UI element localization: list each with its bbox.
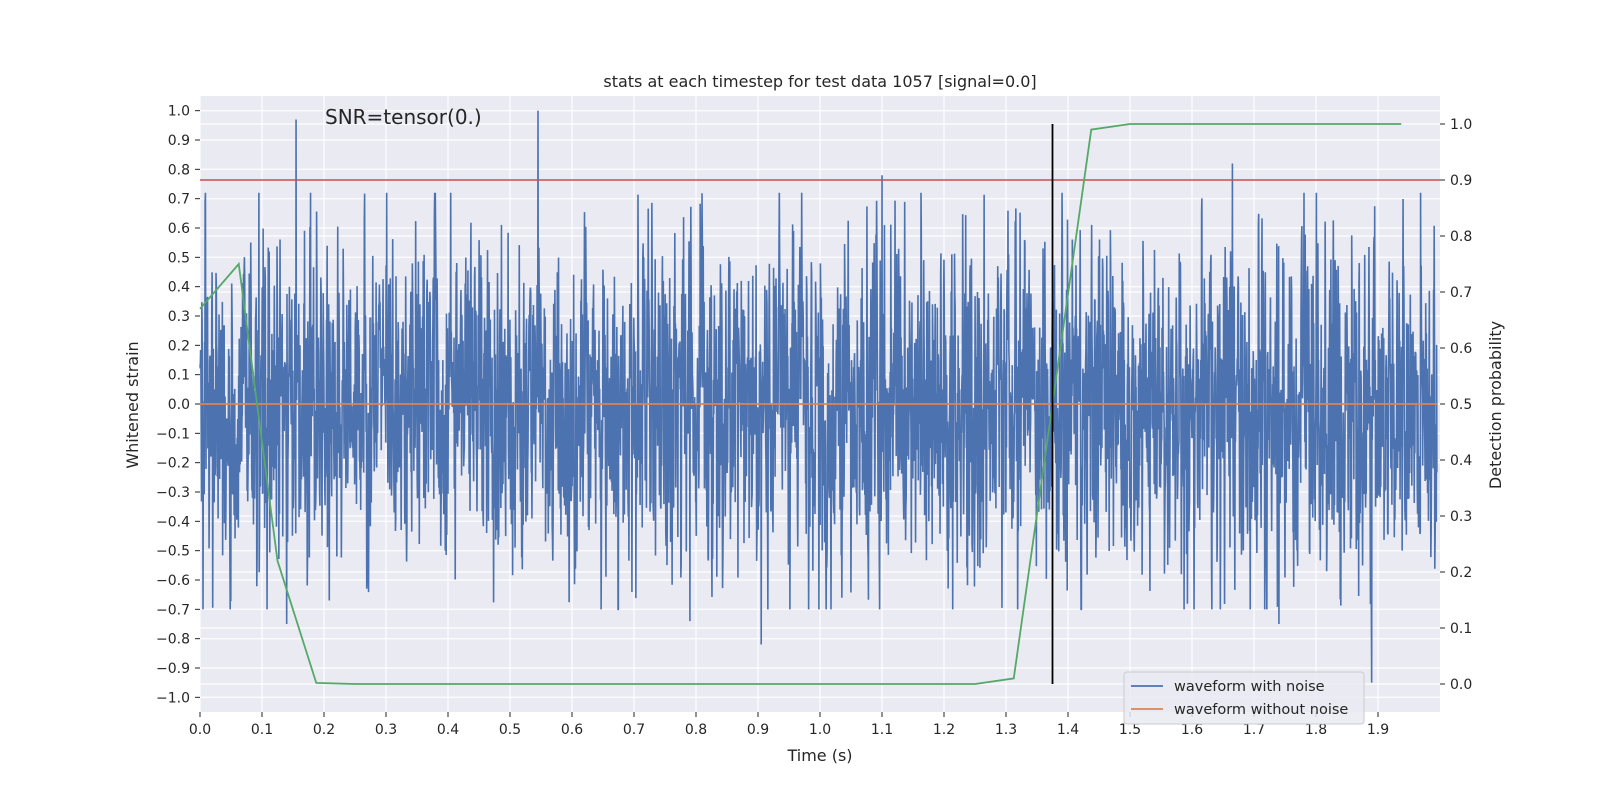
y-left-tick-label: −0.4 [156,514,190,530]
x-tick-label: 0.5 [499,722,521,738]
noise-series-line [199,110,1438,683]
x-tick-label: 0.0 [189,722,211,738]
y-left-tick-label: −0.3 [156,485,190,501]
y-left-tick-label: 0.5 [168,250,190,266]
y-left-tick-label: 0.4 [168,280,190,296]
y-right-tick-label: 0.6 [1450,341,1472,357]
x-tick-label: 1.0 [809,722,831,738]
x-tick-label: 1.9 [1367,722,1389,738]
y-axis-left-title: Whitened strain [123,341,142,468]
x-tick-label: 0.3 [375,722,397,738]
x-tick-label: 0.6 [561,722,583,738]
x-tick-label: 0.1 [251,722,273,738]
x-tick-label: 0.7 [623,722,645,738]
legend-box [1123,671,1365,725]
y-axis-right-ticks: 1.0 0.9 0.8 0.7 0.6 0.5 0.4 0.3 0.2 0.1 0.0 [1440,117,1472,693]
y-axis-left-ticks: 1.0 0.9 0.8 0.7 0.6 0.5 0.4 0.3 0.2 0.1 0.0 −0.1 −0.… [156,104,200,706]
chart-title: stats at each timestep for test data 105… [603,72,1036,91]
snr-annotation: SNR=tensor(0.) [325,105,482,129]
y-left-tick-label: −0.2 [156,456,190,472]
legend-label-clean: waveform without noise [1174,702,1348,718]
y-left-tick-label: 0.0 [168,397,190,413]
noise-series [199,110,1438,683]
y-right-tick-label: 0.7 [1450,285,1472,301]
y-left-tick-label: −0.9 [156,661,190,677]
x-tick-label: 1.4 [1057,722,1079,738]
legend-label-noise: waveform with noise [1174,679,1325,695]
detection-probability-line [199,123,1402,685]
x-tick-label: 0.2 [313,722,335,738]
x-tick-label: 0.4 [437,722,459,738]
y-left-tick-label: −0.5 [156,544,190,560]
x-tick-label: 1.5 [1119,722,1141,738]
y-left-tick-label: 1.0 [168,104,190,120]
y-right-tick-label: 0.5 [1450,397,1472,413]
y-axis-right-title: Detection probability [1486,321,1505,489]
x-tick-label: 1.2 [933,722,955,738]
y-left-tick-label: 0.8 [168,162,190,178]
y-left-tick-label: −0.7 [156,602,190,618]
y-right-tick-label: 0.2 [1450,565,1472,581]
x-axis-title: Time (s) [786,746,852,765]
legend: waveform with noise waveform without noi… [1123,671,1365,725]
x-tick-label: 0.9 [747,722,769,738]
x-tick-label: 0.8 [685,722,707,738]
y-left-tick-label: −0.6 [156,573,190,589]
y-left-tick-label: 0.7 [168,192,190,208]
y-right-tick-label: 0.0 [1450,677,1472,693]
x-tick-label: 1.7 [1243,722,1265,738]
x-tick-label: 1.3 [995,722,1017,738]
y-right-tick-label: 0.4 [1450,453,1472,469]
y-left-tick-label: 0.3 [168,309,190,325]
y-left-tick-label: −0.1 [156,426,190,442]
y-right-tick-label: 0.1 [1450,621,1472,637]
y-left-tick-label: 0.6 [168,221,190,237]
y-left-tick-label: 0.1 [168,368,190,384]
y-right-tick-label: 0.3 [1450,509,1472,525]
y-right-tick-label: 0.8 [1450,229,1472,245]
x-tick-label: 1.1 [871,722,893,738]
y-right-tick-label: 1.0 [1450,117,1472,133]
y-right-tick-label: 0.9 [1450,173,1472,189]
line-series [199,123,1440,685]
x-tick-label: 1.8 [1305,722,1327,738]
y-left-tick-label: −1.0 [156,690,190,706]
y-left-tick-label: 0.9 [168,133,190,149]
y-left-tick-label: −0.8 [156,632,190,648]
y-left-tick-label: 0.2 [168,338,190,354]
x-tick-label: 1.6 [1181,722,1203,738]
x-axis-ticks: 0.0 0.1 0.2 0.3 0.4 0.5 0.6 0.7 0.8 0.9 1.0 1.1 1.2 1… [189,712,1389,738]
